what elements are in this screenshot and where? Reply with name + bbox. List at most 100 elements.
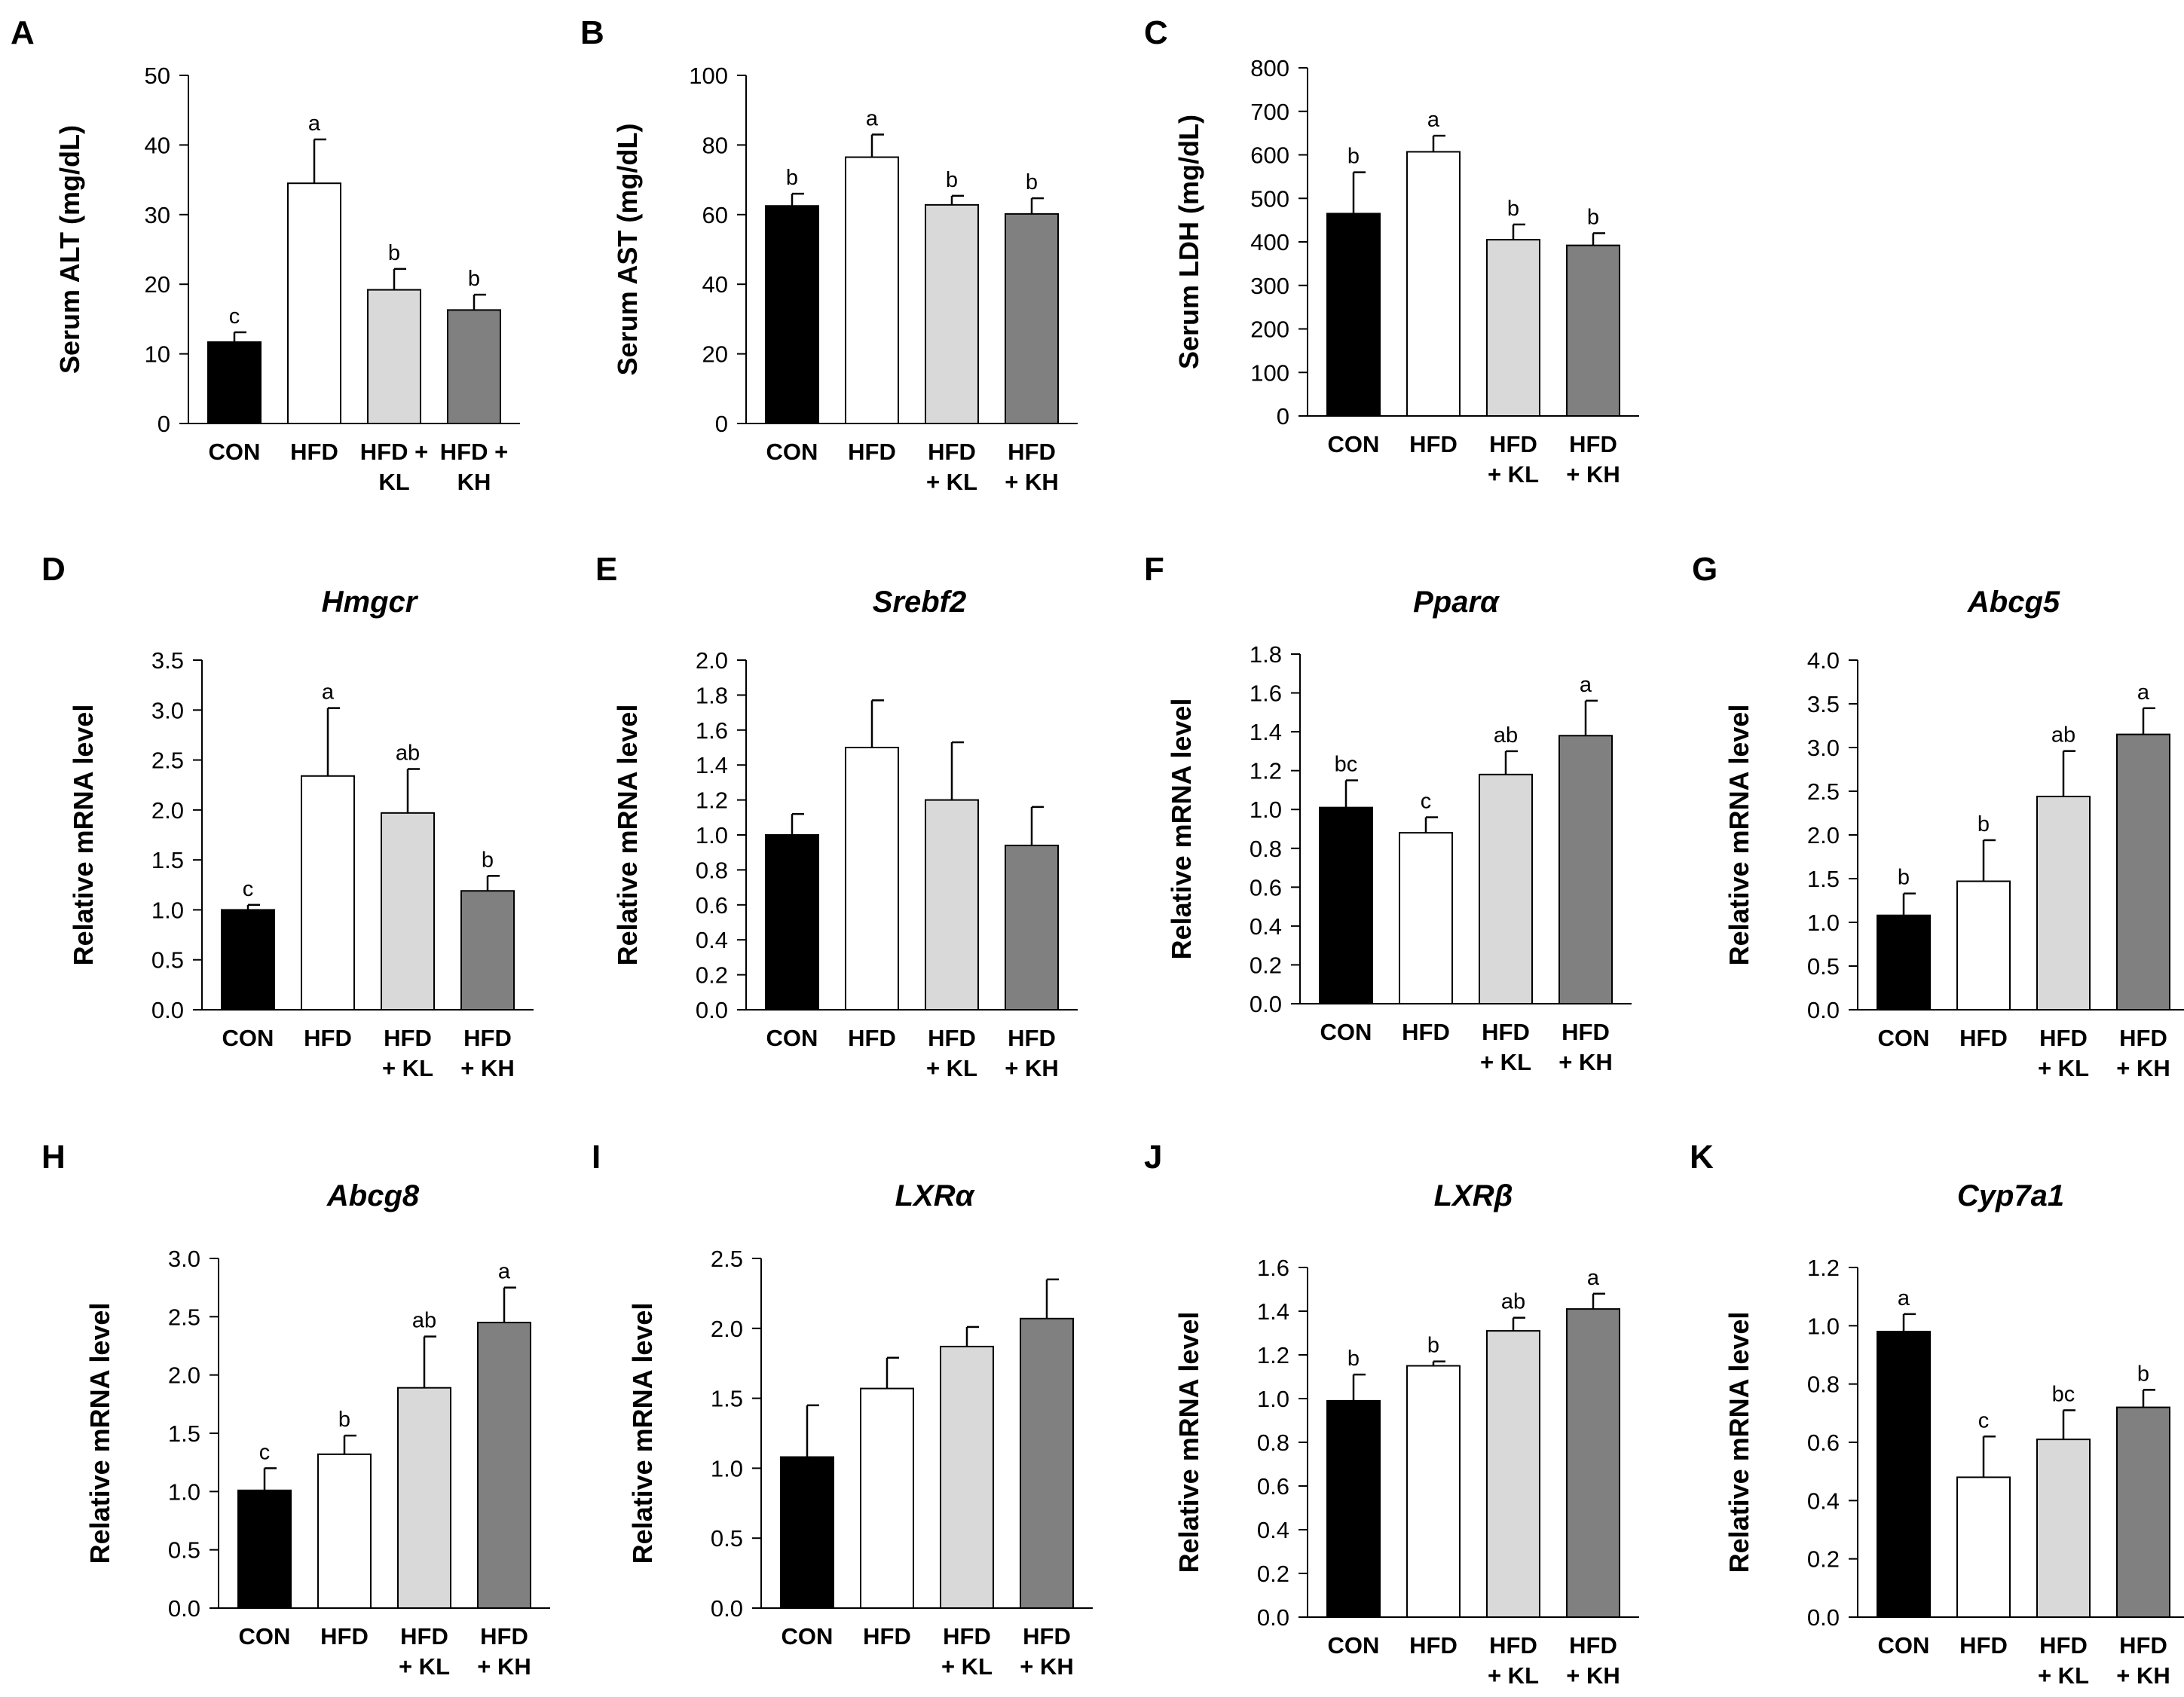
y-tick-label: 0.2 — [1250, 952, 1282, 978]
significance-label: bc — [2052, 1382, 2075, 1406]
y-tick-label: 800 — [1250, 55, 1289, 81]
y-axis-label: Relative mRNA level — [1173, 1312, 1204, 1573]
y-tick-label: 0.5 — [168, 1537, 200, 1564]
x-tick-label: HFD — [400, 1623, 448, 1650]
y-tick-label: 10 — [145, 341, 170, 368]
y-tick-label: 0.2 — [696, 962, 728, 989]
y-tick-label: 1.5 — [168, 1420, 200, 1447]
bar-con — [1877, 1331, 1931, 1618]
bar-hfd — [845, 156, 899, 424]
bar-hfd-kl — [1479, 773, 1533, 1005]
significance-label: b — [1026, 170, 1038, 194]
bar-hfd-kl — [397, 1387, 451, 1610]
bar-hfd-kh — [1566, 1308, 1620, 1618]
significance-label: b — [1427, 1334, 1439, 1358]
y-tick-label: 2.0 — [151, 797, 184, 824]
panel-letter-g: G — [1692, 551, 1718, 588]
y-tick-label: 3.5 — [1807, 691, 1840, 717]
x-tick-label: HFD — [1959, 1025, 2008, 1051]
y-tick-label: 0.0 — [1807, 1604, 1840, 1631]
y-tick-label: 0.8 — [1807, 1371, 1840, 1398]
x-tick-label: + KH — [460, 1055, 515, 1081]
bar-con — [1877, 914, 1931, 1011]
y-tick-label: 0.2 — [1257, 1561, 1289, 1587]
bar-con — [1319, 806, 1373, 1004]
x-tick-label: HFD — [1569, 1632, 1617, 1659]
x-tick-label: HFD + — [360, 439, 428, 465]
x-tick-label: + KL — [2038, 1662, 2089, 1689]
x-tick-label: CON — [782, 1623, 834, 1650]
panel-letter-j: J — [1144, 1139, 1162, 1176]
y-tick-label: 1.2 — [1250, 758, 1282, 784]
x-tick-label: + KH — [1566, 1662, 1620, 1689]
bar-con — [765, 205, 819, 424]
x-tick-label: CON — [239, 1623, 291, 1650]
y-tick-label: 0.6 — [696, 892, 728, 919]
y-axis-label: Relative mRNA level — [612, 705, 643, 966]
significance-label: c — [1978, 1408, 1990, 1433]
y-axis-label: Serum LDH (mg/dL) — [1173, 115, 1204, 369]
x-tick-label: HFD — [1562, 1019, 1610, 1045]
x-tick-label: KL — [378, 469, 409, 495]
x-tick-label: HFD — [384, 1025, 432, 1051]
x-tick-label: + KH — [1558, 1049, 1613, 1075]
bar-hfd — [860, 1387, 914, 1610]
significance-label: c — [1421, 790, 1432, 814]
bar-hfd-kh — [1005, 844, 1059, 1011]
x-tick-label: HFD — [1489, 431, 1537, 457]
y-tick-label: 20 — [702, 341, 728, 368]
significance-label: b — [1347, 1347, 1360, 1371]
bar-hfd — [1406, 151, 1461, 417]
y-tick-label: 2.5 — [1807, 778, 1840, 805]
significance-label: ab — [1501, 1290, 1525, 1314]
bar-hfd-kl — [1486, 1330, 1540, 1618]
y-tick-label: 1.2 — [696, 787, 728, 814]
y-tick-label: 1.4 — [696, 752, 728, 778]
y-tick-label: 1.0 — [711, 1455, 743, 1481]
bar-con — [237, 1489, 292, 1609]
y-tick-label: 0 — [158, 411, 170, 437]
y-tick-label: 3.0 — [168, 1246, 200, 1272]
panel-title-i: LXRα — [895, 1179, 976, 1212]
significance-label: b — [468, 267, 480, 291]
bar-con — [780, 1456, 834, 1609]
x-tick-label: + KL — [399, 1653, 450, 1680]
y-tick-label: 3.5 — [151, 647, 184, 674]
bar-hfd — [1399, 832, 1453, 1004]
y-tick-label: 2.5 — [168, 1304, 200, 1330]
y-tick-label: 50 — [145, 63, 170, 89]
bar-hfd-kh — [1566, 244, 1620, 417]
y-tick-label: 1.2 — [1807, 1255, 1840, 1281]
y-tick-label: 1.0 — [1807, 1313, 1840, 1339]
y-tick-label: 1.8 — [696, 682, 728, 708]
panel-i: I LXRα 0.0 0.5 1.0 1.5 2.0 2.5 Relative mRNA lev… — [592, 1139, 1093, 1680]
panel-letter-b: B — [580, 14, 604, 51]
x-tick-label: HFD — [1008, 1025, 1056, 1051]
y-axis-label: Serum ALT (mg/dL) — [54, 125, 85, 374]
bar-hfd-kh — [1558, 735, 1613, 1004]
x-tick-label: HFD — [2119, 1025, 2167, 1051]
significance-label: b — [482, 848, 494, 872]
y-axis-label: Serum AST (mg/dL) — [612, 124, 643, 376]
y-tick-label: 0.0 — [1257, 1604, 1289, 1631]
y-axis-label: Relative mRNA level — [1166, 699, 1197, 960]
significance-label: a — [2137, 680, 2150, 705]
y-axis-label: Relative mRNA level — [68, 705, 99, 966]
y-tick-label: 400 — [1250, 229, 1289, 255]
x-tick-label: + KL — [382, 1055, 433, 1081]
x-tick-label: + KH — [1005, 469, 1059, 495]
panel-j: J LXRβ 0.0 0.2 0.4 0.6 0.8 1.0 1.2 1.4 1.6 Relative… — [1144, 1139, 1639, 1689]
x-tick-label: HFD — [2039, 1632, 2088, 1659]
x-tick-label: HFD — [928, 1025, 976, 1051]
bar-con — [221, 909, 275, 1011]
x-tick-label: HFD — [304, 1025, 352, 1051]
significance-label: b — [946, 168, 958, 192]
x-tick-label: HFD — [2039, 1025, 2088, 1051]
significance-label: a — [1898, 1286, 1910, 1310]
y-tick-label: 2.5 — [151, 748, 184, 774]
y-tick-label: 100 — [1250, 359, 1289, 386]
x-tick-label: + KL — [1480, 1049, 1531, 1075]
bar-hfd-kl — [381, 812, 435, 1011]
bar-hfd-kh — [1020, 1317, 1074, 1609]
y-tick-label: 0.0 — [696, 997, 728, 1023]
